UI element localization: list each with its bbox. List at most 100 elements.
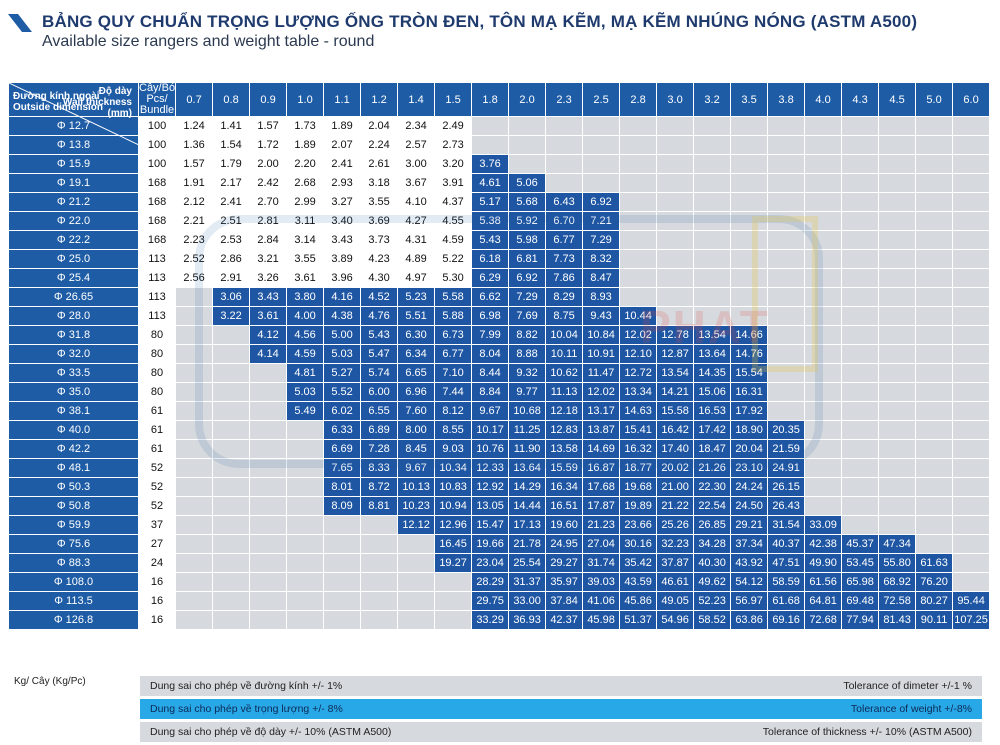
weight-cell: 12.96 bbox=[434, 515, 473, 535]
empty-cell bbox=[175, 287, 214, 307]
weight-cell: 1.79 bbox=[212, 154, 251, 174]
empty-cell bbox=[175, 382, 214, 402]
thickness-header: 0.7 bbox=[175, 82, 214, 117]
table-row: Φ 40.0 61 6.33 6.89 8.00 8.55 10.17 11.25 12.83 1… bbox=[8, 420, 991, 440]
thickness-header: 4.0 bbox=[804, 82, 843, 117]
empty-cell bbox=[286, 534, 325, 554]
empty-cell bbox=[508, 135, 547, 155]
thickness-header: 2.3 bbox=[545, 82, 584, 117]
weight-cell: 6.29 bbox=[471, 268, 510, 288]
weight-cell: 1.73 bbox=[286, 116, 325, 136]
weight-cell: 11.47 bbox=[582, 363, 621, 383]
empty-cell bbox=[841, 211, 880, 231]
empty-cell bbox=[693, 268, 732, 288]
empty-cell bbox=[175, 439, 214, 459]
weight-table: Độ dày Wall thickness (mm) Đường kính ng… bbox=[8, 82, 991, 630]
empty-cell bbox=[656, 287, 695, 307]
empty-cell bbox=[323, 572, 362, 592]
weight-cell: 16.32 bbox=[619, 439, 658, 459]
diameter-cell: Φ 113.5 bbox=[8, 591, 139, 611]
weight-cell: 7.21 bbox=[582, 211, 621, 231]
weight-cell: 25.54 bbox=[508, 553, 547, 573]
thickness-header: 1.2 bbox=[360, 82, 399, 117]
weight-cell: 2.41 bbox=[212, 192, 251, 212]
bundle-count-cell: 100 bbox=[137, 135, 177, 155]
empty-cell bbox=[360, 534, 399, 554]
weight-cell: 8.33 bbox=[360, 458, 399, 478]
weight-cell: 40.30 bbox=[693, 553, 732, 573]
weight-cell: 5.98 bbox=[508, 230, 547, 250]
weight-cell: 2.68 bbox=[286, 173, 325, 193]
weight-cell: 17.87 bbox=[582, 496, 621, 516]
empty-cell bbox=[804, 344, 843, 364]
empty-cell bbox=[693, 211, 732, 231]
empty-cell bbox=[952, 344, 991, 364]
weight-cell: 16.34 bbox=[545, 477, 584, 497]
weight-cell: 5.17 bbox=[471, 192, 510, 212]
weight-cell: 3.43 bbox=[249, 287, 288, 307]
weight-cell: 17.13 bbox=[508, 515, 547, 535]
weight-cell: 10.13 bbox=[397, 477, 436, 497]
weight-cell: 42.37 bbox=[545, 610, 584, 630]
empty-cell bbox=[915, 287, 954, 307]
empty-cell bbox=[952, 382, 991, 402]
empty-cell bbox=[175, 401, 214, 421]
diameter-cell: Φ 31.8 bbox=[8, 325, 139, 345]
bundle-count-cell: 113 bbox=[137, 287, 177, 307]
weight-cell: 17.68 bbox=[582, 477, 621, 497]
weight-cell: 6.00 bbox=[360, 382, 399, 402]
bundle-count-cell: 16 bbox=[137, 572, 177, 592]
empty-cell bbox=[841, 135, 880, 155]
weight-cell: 2.42 bbox=[249, 173, 288, 193]
weight-cell: 8.93 bbox=[582, 287, 621, 307]
weight-cell: 3.80 bbox=[286, 287, 325, 307]
weight-cell: 6.69 bbox=[323, 439, 362, 459]
weight-cell: 22.30 bbox=[693, 477, 732, 497]
weight-cell: 6.92 bbox=[508, 268, 547, 288]
weight-cell: 7.60 bbox=[397, 401, 436, 421]
weight-cell: 37.87 bbox=[656, 553, 695, 573]
empty-cell bbox=[841, 439, 880, 459]
weight-cell: 3.73 bbox=[360, 230, 399, 250]
empty-cell bbox=[360, 572, 399, 592]
bundle-count-cell: 16 bbox=[137, 610, 177, 630]
weight-cell: 3.76 bbox=[471, 154, 510, 174]
weight-cell: 6.96 bbox=[397, 382, 436, 402]
bundle-count-cell: 80 bbox=[137, 344, 177, 364]
empty-cell bbox=[915, 135, 954, 155]
empty-cell bbox=[545, 154, 584, 174]
weight-cell: 6.77 bbox=[545, 230, 584, 250]
thickness-header: 3.5 bbox=[730, 82, 769, 117]
empty-cell bbox=[730, 249, 769, 269]
weight-cell: 26.85 bbox=[693, 515, 732, 535]
empty-cell bbox=[730, 268, 769, 288]
bundle-count-cell: 100 bbox=[137, 154, 177, 174]
weight-cell: 5.03 bbox=[286, 382, 325, 402]
weight-cell: 54.12 bbox=[730, 572, 769, 592]
weight-cell: 72.68 bbox=[804, 610, 843, 630]
empty-cell bbox=[878, 420, 917, 440]
weight-cell: 6.33 bbox=[323, 420, 362, 440]
weight-cell: 5.92 bbox=[508, 211, 547, 231]
bundle-count-cell: 16 bbox=[137, 591, 177, 611]
weight-cell: 3.11 bbox=[286, 211, 325, 231]
weight-cell: 12.10 bbox=[619, 344, 658, 364]
empty-cell bbox=[952, 116, 991, 136]
weight-cell: 4.10 bbox=[397, 192, 436, 212]
empty-cell bbox=[397, 610, 436, 630]
empty-cell bbox=[175, 572, 214, 592]
empty-cell bbox=[804, 439, 843, 459]
empty-cell bbox=[360, 553, 399, 573]
weight-cell: 2.07 bbox=[323, 135, 362, 155]
weight-cell: 18.90 bbox=[730, 420, 769, 440]
empty-cell bbox=[249, 420, 288, 440]
empty-cell bbox=[582, 154, 621, 174]
empty-cell bbox=[730, 287, 769, 307]
weight-cell: 3.96 bbox=[323, 268, 362, 288]
empty-cell bbox=[952, 534, 991, 554]
weight-cell: 21.00 bbox=[656, 477, 695, 497]
weight-cell: 13.58 bbox=[545, 439, 584, 459]
weight-cell: 3.22 bbox=[212, 306, 251, 326]
empty-cell bbox=[360, 515, 399, 535]
weight-cell: 5.74 bbox=[360, 363, 399, 383]
